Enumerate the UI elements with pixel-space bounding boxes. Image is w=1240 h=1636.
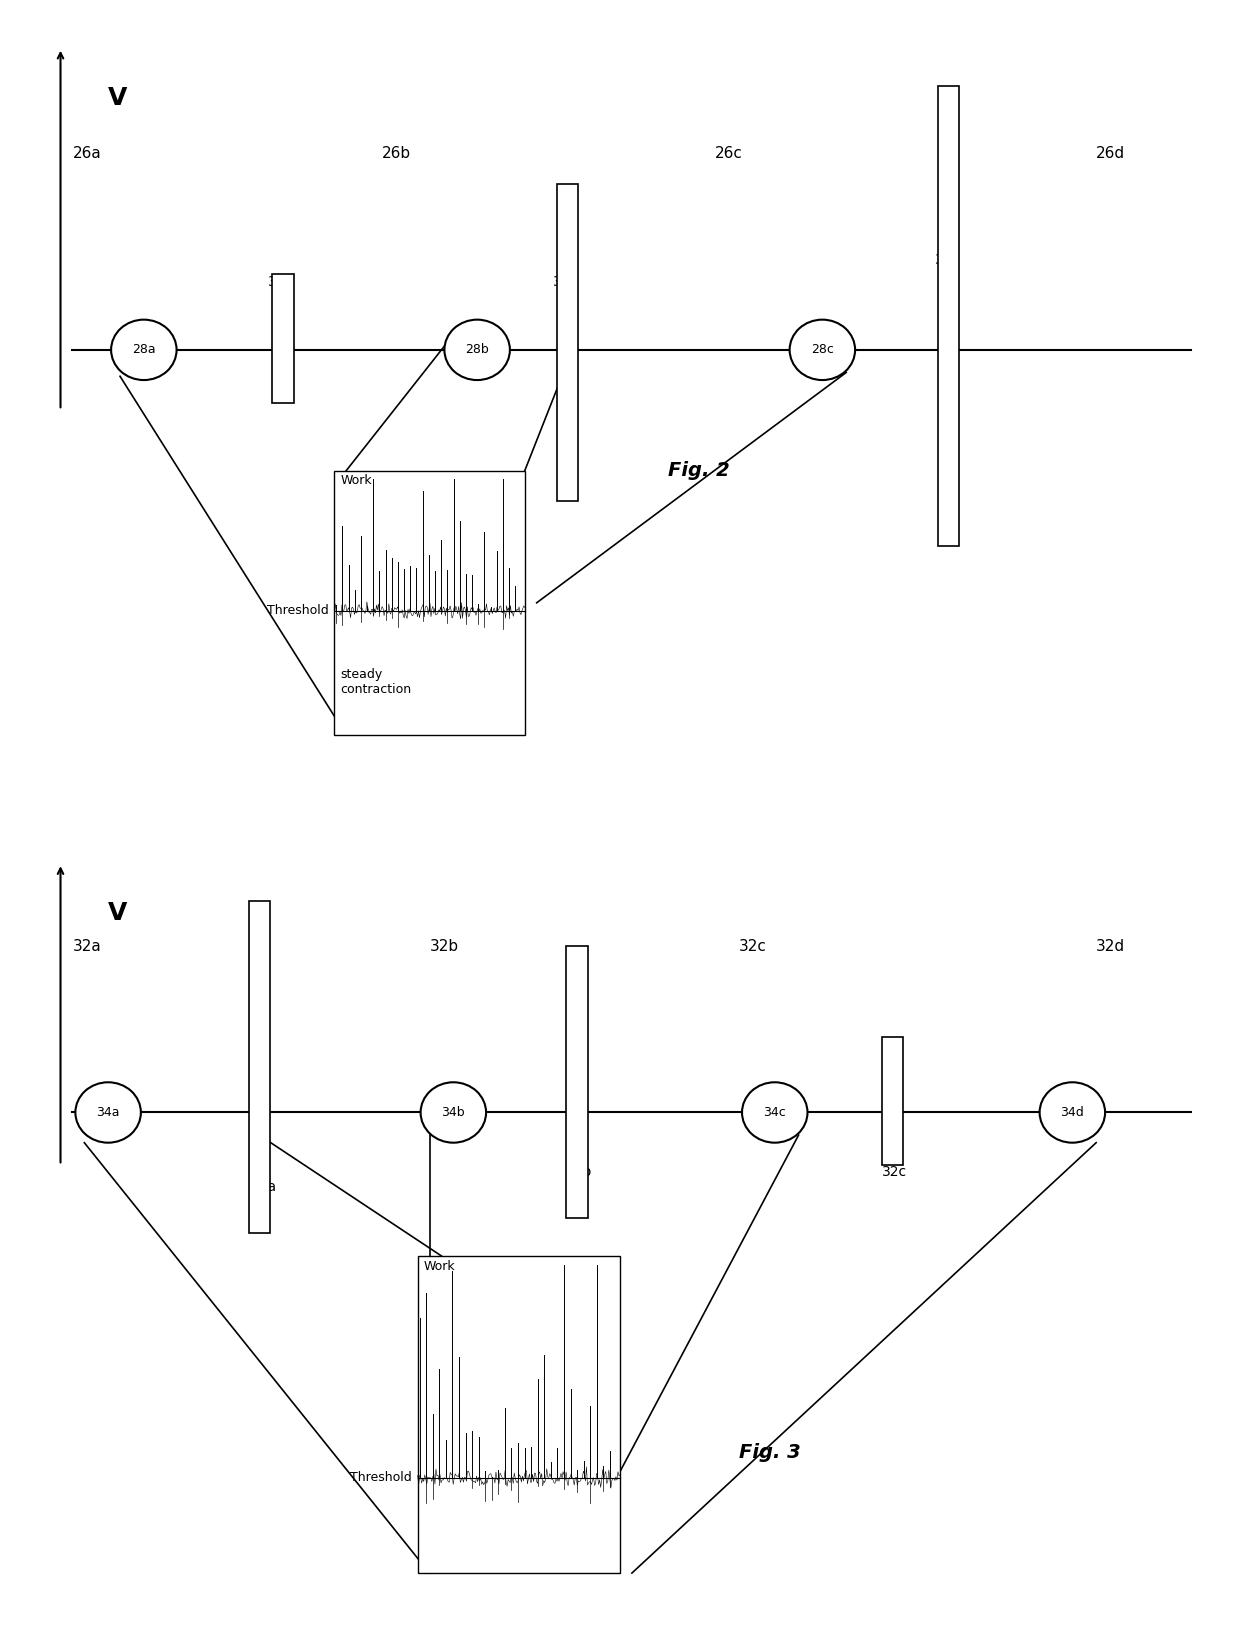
Bar: [557, 183, 578, 501]
Text: 32b: 32b: [567, 1165, 593, 1180]
Text: Threshold: Threshold: [267, 604, 329, 617]
Text: 26d: 26d: [1096, 146, 1125, 160]
Text: 32c: 32c: [882, 1165, 906, 1180]
Text: 28b: 28b: [465, 344, 489, 357]
Text: Work: Work: [340, 474, 372, 488]
Text: 34b: 34b: [441, 1106, 465, 1119]
Text: 34d: 34d: [1060, 1106, 1084, 1119]
Text: Work: Work: [424, 1260, 455, 1273]
Bar: [937, 85, 960, 546]
Bar: [273, 275, 294, 402]
Bar: [418, 1256, 620, 1574]
Text: 32c: 32c: [739, 939, 766, 954]
Text: 30c: 30c: [935, 254, 960, 267]
Text: 30b: 30b: [553, 275, 579, 290]
Text: 32a: 32a: [250, 1181, 277, 1194]
Text: 26a: 26a: [72, 146, 102, 160]
Ellipse shape: [112, 319, 176, 380]
Ellipse shape: [1039, 1083, 1105, 1142]
Text: 26c: 26c: [715, 146, 743, 160]
Text: Fig. 3: Fig. 3: [739, 1443, 801, 1461]
Text: 28c: 28c: [811, 344, 833, 357]
Text: 32d: 32d: [1096, 939, 1125, 954]
Text: steady
contraction: steady contraction: [340, 667, 412, 695]
Ellipse shape: [790, 319, 856, 380]
Ellipse shape: [444, 319, 510, 380]
Text: 34a: 34a: [97, 1106, 120, 1119]
Ellipse shape: [76, 1083, 141, 1142]
Text: Fig. 2: Fig. 2: [667, 461, 729, 479]
Text: 28a: 28a: [131, 344, 156, 357]
Bar: [567, 946, 588, 1219]
Text: 30a: 30a: [268, 275, 294, 290]
Text: 32b: 32b: [429, 939, 459, 954]
Bar: [248, 901, 270, 1234]
Text: V: V: [108, 85, 128, 110]
Bar: [882, 1037, 903, 1165]
Text: 32a: 32a: [72, 939, 102, 954]
Ellipse shape: [420, 1083, 486, 1142]
Text: 34c: 34c: [764, 1106, 786, 1119]
Ellipse shape: [742, 1083, 807, 1142]
Text: Threshold: Threshold: [350, 1471, 412, 1484]
Text: V: V: [108, 901, 128, 924]
Text: 26b: 26b: [382, 146, 410, 160]
Bar: [335, 471, 525, 735]
